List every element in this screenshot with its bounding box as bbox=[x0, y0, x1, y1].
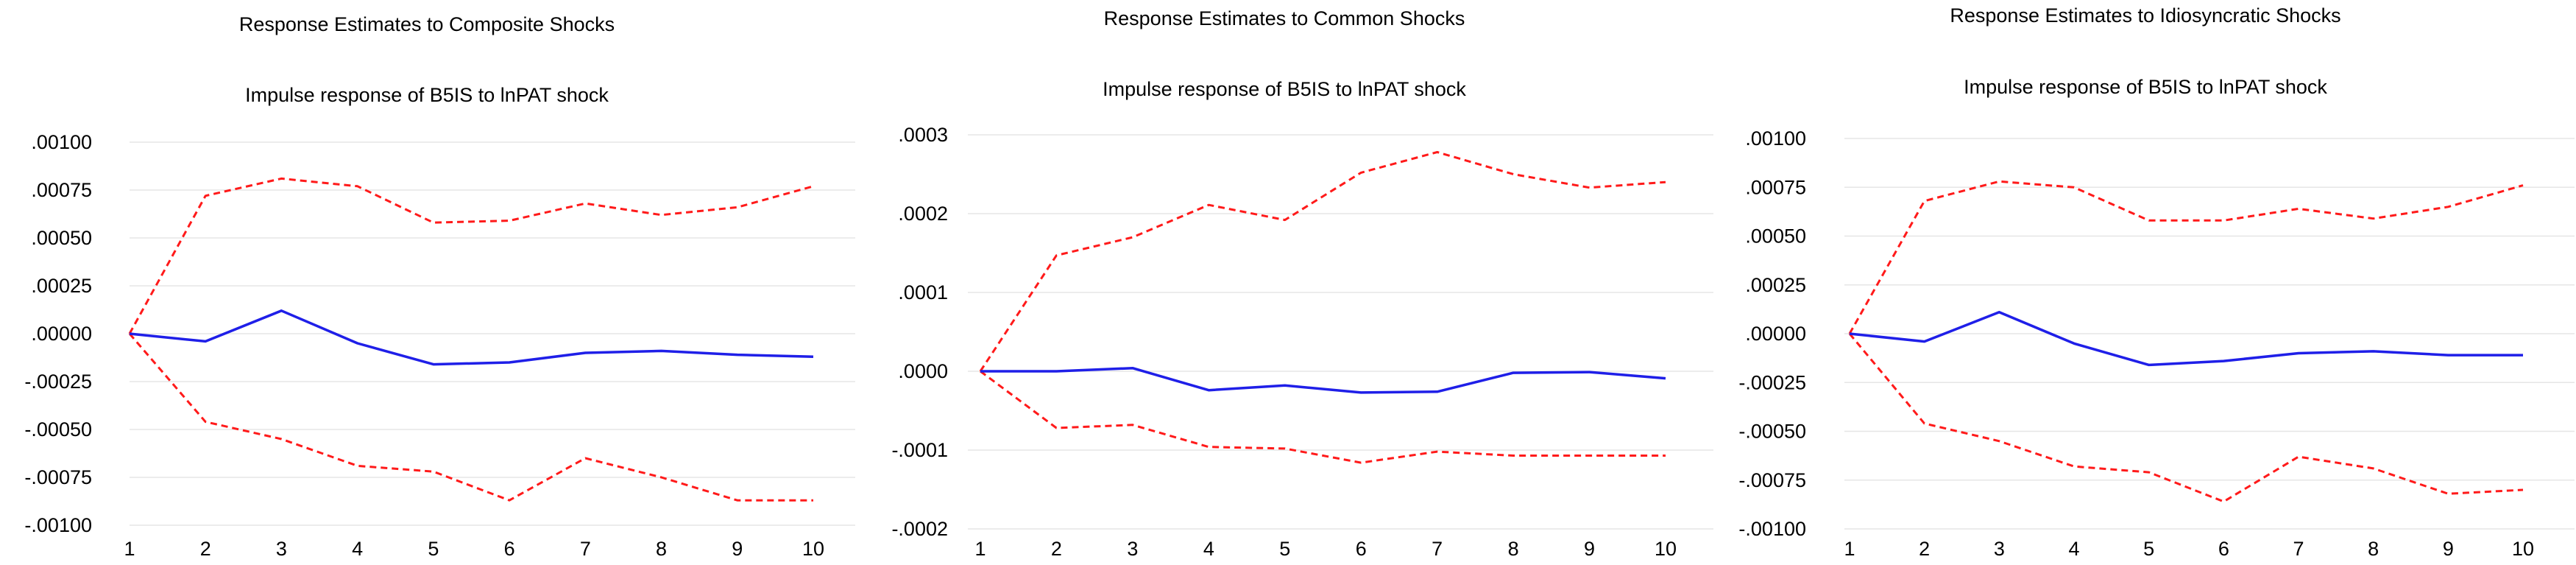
y-tick-label: .00050 bbox=[1745, 225, 1806, 248]
y-tick-label: .00025 bbox=[1745, 274, 1806, 296]
lower-band-line bbox=[128, 333, 813, 502]
lower-band-line bbox=[1848, 333, 2524, 503]
x-tick-label: 1 bbox=[974, 538, 986, 560]
chart-panel-composite: Response Estimates to Composite Shocks I… bbox=[0, 0, 855, 565]
x-tick-label: 4 bbox=[1203, 538, 1214, 560]
x-tick-label: 6 bbox=[2218, 538, 2229, 560]
x-tick-label: 4 bbox=[2068, 538, 2079, 560]
x-tick-label: 5 bbox=[428, 538, 439, 560]
chart-title: Response Estimates to Idiosyncratic Shoc… bbox=[1950, 4, 2341, 27]
x-tick-label: 10 bbox=[802, 538, 824, 560]
x-tick-label: 6 bbox=[1356, 538, 1367, 560]
irf-line bbox=[980, 366, 1666, 394]
chart-subtitle: Impulse response of B5IS to lnPAT shock bbox=[1103, 78, 1466, 100]
y-tick-label: .0002 bbox=[898, 203, 948, 225]
x-tick-label: 8 bbox=[2368, 538, 2379, 560]
chart-plot: .00100 .00075 .00050 .00025 .00000 -.00025 -.0… bbox=[24, 131, 855, 560]
y-tick-label: -.00050 bbox=[1738, 421, 1806, 443]
x-tick-label: 3 bbox=[1994, 538, 2005, 560]
x-tick-label: 9 bbox=[1584, 538, 1595, 560]
x-tick-label: 1 bbox=[1844, 538, 1855, 560]
y-tick-label: -.00075 bbox=[1738, 469, 1806, 491]
lower-band-line bbox=[980, 370, 1666, 464]
y-tick-label: -.0002 bbox=[891, 518, 948, 540]
x-tick-label: 2 bbox=[200, 538, 211, 560]
x-tick-label: 10 bbox=[1655, 538, 1677, 560]
y-tick-label: .0001 bbox=[898, 281, 948, 303]
y-tick-label: -.00050 bbox=[24, 418, 92, 441]
x-tick-label: 3 bbox=[1127, 538, 1138, 560]
chart-title: Response Estimates to Composite Shocks bbox=[238, 13, 615, 35]
y-tick-label: -.00075 bbox=[24, 466, 92, 488]
upper-band-line bbox=[1848, 180, 2524, 334]
x-tick-label: 4 bbox=[352, 538, 363, 560]
y-tick-label: .0000 bbox=[898, 360, 948, 382]
y-tick-label: -.00100 bbox=[1738, 518, 1806, 540]
y-tick-label: .00100 bbox=[31, 131, 92, 153]
x-tick-label: 10 bbox=[2512, 538, 2534, 560]
irf-line bbox=[1849, 311, 2523, 367]
x-tick-label: 7 bbox=[2293, 538, 2304, 560]
chart-subtitle: Impulse response of B5IS to lnPAT shock bbox=[1964, 76, 2327, 98]
upper-band-line bbox=[128, 177, 814, 334]
y-tick-label: .00100 bbox=[1745, 127, 1806, 150]
y-tick-label: .00025 bbox=[31, 275, 92, 297]
x-tick-label: 5 bbox=[2143, 538, 2154, 560]
x-tick-label: 5 bbox=[1279, 538, 1290, 560]
y-tick-label: -.0001 bbox=[891, 439, 948, 461]
chart-title: Response Estimates to Common Shocks bbox=[1103, 7, 1465, 29]
chart-subtitle: Impulse response of B5IS to lnPAT shock bbox=[245, 84, 609, 106]
x-tick-label: 8 bbox=[656, 538, 667, 560]
y-tick-label: .00075 bbox=[31, 179, 92, 201]
chart-plot: .00100 .00075 .00050 .00025 .00000 -.00025 -.0… bbox=[1738, 127, 2575, 560]
x-tick-label: 9 bbox=[732, 538, 743, 560]
x-tick-label: 2 bbox=[1051, 538, 1062, 560]
x-tick-label: 9 bbox=[2443, 538, 2454, 560]
irf-line bbox=[129, 309, 814, 366]
y-tick-label: .00050 bbox=[31, 227, 92, 249]
y-tick-label: -.00100 bbox=[24, 514, 92, 536]
chart-plot: .0003 .0002 .0001 .0000 -.0001 -.0002 1 2 3 4 5 6 7 8… bbox=[891, 124, 1713, 560]
y-tick-label: .00000 bbox=[1745, 323, 1806, 345]
y-tick-label: .00075 bbox=[1745, 176, 1806, 198]
x-tick-label: 2 bbox=[1919, 538, 1930, 560]
upper-band-line bbox=[979, 151, 1666, 372]
x-tick-label: 7 bbox=[580, 538, 591, 560]
x-tick-label: 6 bbox=[504, 538, 515, 560]
chart-panel-common: Response Estimates to Common Shocks Impu… bbox=[854, 0, 1715, 565]
x-tick-label: 8 bbox=[1508, 538, 1519, 560]
x-tick-label: 7 bbox=[1432, 538, 1443, 560]
y-tick-label: .0003 bbox=[898, 124, 948, 146]
x-tick-label: 1 bbox=[124, 538, 135, 560]
y-tick-label: -.00025 bbox=[1738, 371, 1806, 393]
y-tick-label: .00000 bbox=[31, 323, 92, 345]
chart-panel-idiosyncratic: Response Estimates to Idiosyncratic Shoc… bbox=[1715, 0, 2576, 565]
x-tick-label: 3 bbox=[276, 538, 287, 560]
y-tick-label: -.00025 bbox=[24, 371, 92, 393]
